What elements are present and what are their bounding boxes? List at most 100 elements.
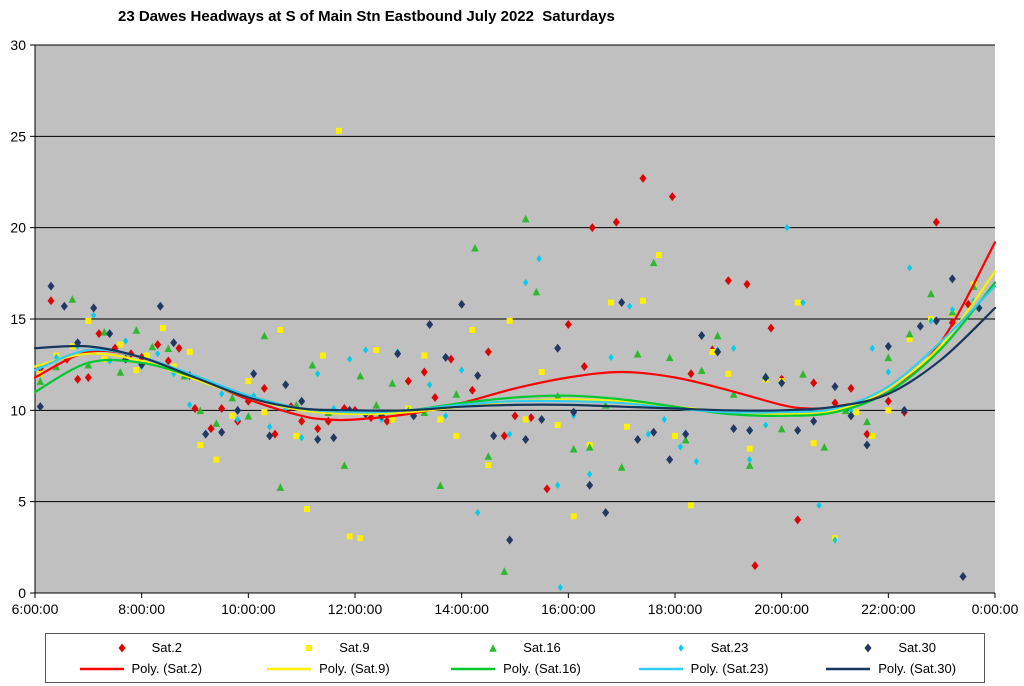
scatter-point-sat-2 bbox=[84, 372, 92, 382]
scatter-point-sat-23 bbox=[800, 298, 806, 307]
scatter-point-sat-9 bbox=[538, 368, 545, 375]
scatter-point-sat-30 bbox=[442, 352, 450, 362]
scatter-point-sat-23 bbox=[347, 355, 353, 363]
scatter-point-sat-23 bbox=[331, 404, 337, 413]
scatter-point-sat-9 bbox=[853, 409, 860, 416]
scatter-point-sat-9 bbox=[277, 326, 284, 333]
scatter-point-sat-16 bbox=[471, 243, 479, 252]
scatter-point-sat-16 bbox=[260, 331, 269, 340]
scatter-point-sat-23 bbox=[763, 421, 769, 429]
scatter-point-sat-30 bbox=[490, 431, 498, 441]
scatter-point-sat-16 bbox=[500, 567, 509, 575]
scatter-point-sat-9 bbox=[906, 336, 913, 343]
scatter-point-sat-16 bbox=[356, 371, 365, 380]
scatter-point-sat-30 bbox=[330, 433, 338, 443]
scatter-point-sat-30 bbox=[650, 427, 658, 437]
scatter-point-sat-2 bbox=[164, 356, 172, 366]
scatter-point-sat-30 bbox=[506, 535, 514, 545]
scatter-point-sat-30 bbox=[847, 411, 855, 421]
scatter-point-sat-9 bbox=[133, 367, 140, 374]
scatter-point-sat-9 bbox=[794, 299, 801, 306]
scatter-point-sat-2 bbox=[260, 383, 268, 393]
legend-marker bbox=[864, 643, 872, 652]
scatter-point-sat-16 bbox=[729, 390, 738, 398]
scatter-point-sat-23 bbox=[235, 415, 241, 424]
scatter-point-sat-16 bbox=[863, 417, 871, 426]
legend-marker-swatch bbox=[118, 643, 126, 652]
scatter-point-sat-2 bbox=[884, 396, 892, 406]
scatter-point-sat-30 bbox=[106, 329, 114, 339]
scatter-point-sat-2 bbox=[271, 429, 279, 439]
x-tick-label: 10:00:00 bbox=[221, 601, 276, 617]
scatter-point-sat-23 bbox=[928, 317, 934, 325]
scatter-point-sat-2 bbox=[932, 217, 940, 227]
scatter-point-sat-9 bbox=[725, 370, 732, 377]
x-tick-label: 20:00:00 bbox=[754, 601, 809, 617]
scatter-point-sat-23 bbox=[661, 415, 667, 424]
scatter-point-sat-9 bbox=[709, 348, 716, 355]
scatter-point-sat-9 bbox=[160, 325, 166, 332]
scatter-point-sat-2 bbox=[639, 173, 647, 183]
scatter-point-sat-9 bbox=[554, 421, 561, 428]
scatter-point-sat-2 bbox=[154, 340, 162, 350]
scatter-point-sat-2 bbox=[468, 385, 476, 395]
scatter-point-sat-30 bbox=[90, 303, 98, 313]
scatter-point-sat-9 bbox=[144, 352, 150, 359]
scatter-point-sat-23 bbox=[363, 346, 369, 354]
scatter-point-sat-23 bbox=[693, 457, 699, 466]
scatter-point-sat-23 bbox=[677, 443, 683, 451]
scatter-point-sat-23 bbox=[885, 368, 891, 376]
scatter-point-sat-9 bbox=[373, 347, 380, 354]
scatter-point-sat-30 bbox=[666, 455, 674, 465]
scatter-point-sat-16 bbox=[36, 377, 45, 385]
scatter-point-sat-16 bbox=[665, 353, 674, 362]
scatter-point-sat-16 bbox=[340, 461, 349, 469]
scatter-point-sat-30 bbox=[234, 405, 242, 415]
legend-marker bbox=[118, 643, 126, 652]
scatter-point-sat-30 bbox=[458, 299, 466, 309]
scatter-point-sat-2 bbox=[95, 329, 103, 339]
scatter-point-sat-23 bbox=[555, 481, 561, 489]
scatter-point-sat-23 bbox=[523, 278, 529, 287]
scatter-point-sat-2 bbox=[47, 296, 55, 306]
scatter-point-sat-30 bbox=[762, 372, 770, 382]
scatter-point-sat-16 bbox=[617, 463, 626, 471]
scatter-point-sat-30 bbox=[282, 380, 290, 390]
scatter-point-sat-16 bbox=[532, 287, 541, 296]
legend-marker-swatch bbox=[678, 643, 684, 652]
x-tick-label: 0:00:00 bbox=[972, 601, 1019, 617]
scatter-point-sat-2 bbox=[612, 217, 620, 227]
legend-line-swatch bbox=[79, 667, 124, 670]
scatter-point-sat-2 bbox=[527, 413, 535, 423]
scatter-point-sat-30 bbox=[932, 316, 940, 326]
scatter-point-sat-30 bbox=[730, 424, 738, 434]
scatter-point-sat-16 bbox=[388, 379, 397, 387]
trendline-poly-sat-23- bbox=[33, 285, 997, 414]
scatter-point-sat-23 bbox=[267, 423, 273, 431]
legend-line-swatch bbox=[451, 667, 496, 670]
y-tick-label: 5 bbox=[18, 494, 26, 510]
scatter-point-sat-23 bbox=[557, 583, 563, 592]
scatter-point-sat-30 bbox=[714, 347, 722, 357]
scatter-point-sat-9 bbox=[746, 445, 753, 452]
scatter-point-sat-16 bbox=[697, 366, 706, 374]
scatter-point-sat-9 bbox=[469, 326, 476, 333]
scatter-point-sat-16 bbox=[713, 331, 722, 340]
scatter-point-sat-30 bbox=[959, 572, 967, 582]
y-tick-label: 25 bbox=[10, 128, 26, 144]
scatter-point-sat-23 bbox=[315, 370, 321, 378]
scatter-point-sat-23 bbox=[53, 353, 59, 361]
legend-item-poly-sat-16-: Poly. (Sat.16) bbox=[421, 661, 609, 676]
x-tick-label: 14:00:00 bbox=[434, 601, 489, 617]
scatter-point-sat-9 bbox=[85, 317, 92, 324]
scatter-point-sat-9 bbox=[261, 409, 268, 416]
legend-line-swatch bbox=[638, 667, 683, 670]
scatter-point-sat-9 bbox=[506, 317, 513, 324]
scatter-point-sat-9 bbox=[117, 341, 124, 348]
scatter-point-sat-16 bbox=[436, 481, 445, 490]
scatter-point-sat-23 bbox=[91, 311, 97, 319]
scatter-point-sat-30 bbox=[538, 414, 546, 424]
scatter-point-sat-2 bbox=[687, 369, 695, 379]
scatter-point-sat-16 bbox=[649, 258, 658, 267]
